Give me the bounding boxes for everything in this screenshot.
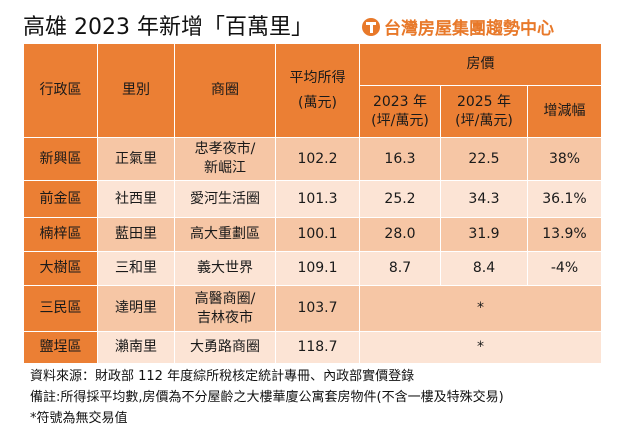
table-row: 新興區 正氣里 忠孝夜市/新崛江 102.2 16.3 22.5 38%	[23, 137, 602, 181]
village-cell: 正氣里	[97, 137, 175, 181]
table-row: 楠梓區 藍田里 高大重劃區 100.1 28.0 31.9 13.9%	[23, 217, 602, 252]
business-area-cell: 大勇路商圈	[174, 331, 276, 364]
business-area-cell: 高大重劃區	[174, 217, 276, 252]
note-remark: 備註:所得採平均數,房價為不分屋齡之大樓華廈公寓套房物件(不含一樓及特殊交易)	[30, 390, 504, 405]
business-area-cell: 高醫商圈/吉林夜市	[174, 285, 276, 332]
header-village: 里別	[97, 43, 175, 138]
price-2023-cell: 28.0	[359, 217, 441, 252]
header-business-area: 商圈	[174, 43, 276, 138]
no-trade-cell: *	[359, 285, 602, 332]
income-cell: 100.1	[275, 217, 360, 252]
village-cell: 瀨南里	[97, 331, 175, 364]
brand-logo: 台灣房屋集團趨勢中心	[362, 14, 554, 39]
header-2023-unit: (坪/萬元)	[371, 112, 429, 129]
business-area-line: 吉林夜市	[197, 309, 253, 326]
header-district: 行政區	[23, 43, 98, 138]
header-price-group: 房價	[359, 43, 602, 86]
business-area-cell: 忠孝夜市/新崛江	[174, 137, 276, 181]
header-2025: 2025 年 (坪/萬元)	[440, 85, 528, 138]
village-cell: 三和里	[97, 251, 175, 286]
price-2025-cell: 31.9	[440, 217, 528, 252]
business-area-line: 義大世界	[197, 260, 253, 276]
header-2025-label: 2025 年	[456, 93, 512, 110]
price-2025-cell: 34.3	[440, 180, 528, 218]
price-2023-cell: 25.2	[359, 180, 441, 218]
district-cell: 三民區	[23, 285, 98, 332]
header-income: 平均所得 (萬元)	[275, 43, 360, 138]
income-cell: 103.7	[275, 285, 360, 332]
income-cell: 102.2	[275, 137, 360, 181]
change-cell: 36.1%	[527, 180, 602, 218]
table-row: 三民區 達明里 高醫商圈/吉林夜市 103.7 *	[23, 285, 602, 332]
business-area-cell: 愛河生活圈	[174, 180, 276, 218]
header-2023: 2023 年 (坪/萬元)	[359, 85, 441, 138]
price-2025-cell: 8.4	[440, 251, 528, 286]
district-cell: 楠梓區	[23, 217, 98, 252]
income-cell: 109.1	[275, 251, 360, 286]
income-cell: 118.7	[275, 331, 360, 364]
change-cell: 38%	[527, 137, 602, 181]
table-row: 鹽埕區 瀨南里 大勇路商圈 118.7 *	[23, 331, 602, 364]
change-cell: -4%	[527, 251, 602, 286]
village-cell: 達明里	[97, 285, 175, 332]
logo-text: 台灣房屋集團趨勢中心	[384, 19, 554, 39]
district-cell: 鹽埕區	[23, 331, 98, 364]
header-2023-label: 2023 年	[372, 93, 428, 110]
income-price-table: 行政區 里別 商圈 平均所得 (萬元) 房價 2023 年 (坪/萬元) 2025 …	[23, 43, 602, 364]
district-cell: 大樹區	[23, 251, 98, 286]
village-cell: 社西里	[97, 180, 175, 218]
header-2025-unit: (坪/萬元)	[455, 112, 513, 129]
table-row: 前金區 社西里 愛河生活圈 101.3 25.2 34.3 36.1%	[23, 180, 602, 218]
business-area-line: 新崛江	[204, 160, 246, 176]
notes: 資料來源：財政部 112 年度綜所稅核定統計專冊、內政部實價登錄 備註:所得採平…	[30, 366, 504, 429]
no-trade-cell: *	[359, 331, 602, 364]
business-area-line: 大勇路商圈	[190, 339, 260, 355]
header-income-label: 平均所得	[289, 69, 346, 86]
village-cell: 藍田里	[97, 217, 175, 252]
business-area-line: 高大重劃區	[190, 226, 260, 242]
price-2023-cell: 16.3	[359, 137, 441, 181]
change-cell: 13.9%	[527, 217, 602, 252]
business-area-line: 愛河生活圈	[190, 190, 260, 207]
price-2023-cell: 8.7	[359, 251, 441, 286]
header-income-unit: (萬元)	[298, 94, 337, 111]
table-row: 大樹區 三和里 義大世界 109.1 8.7 8.4 -4%	[23, 251, 602, 286]
business-area-line: 高醫商圈/	[194, 290, 256, 307]
price-2025-cell: 22.5	[440, 137, 528, 181]
note-asterisk: *符號為無交易值	[30, 411, 128, 426]
income-cell: 101.3	[275, 180, 360, 218]
business-area-cell: 義大世界	[174, 251, 276, 286]
district-cell: 前金區	[23, 180, 98, 218]
page-title: 高雄 2023 年新增「百萬里」	[23, 15, 313, 40]
logo-icon	[362, 17, 380, 36]
note-source: 資料來源：財政部 112 年度綜所稅核定統計專冊、內政部實價登錄	[30, 369, 415, 384]
header-change: 增減幅	[527, 85, 602, 138]
business-area-line: 忠孝夜市/	[194, 141, 256, 157]
district-cell: 新興區	[23, 137, 98, 181]
